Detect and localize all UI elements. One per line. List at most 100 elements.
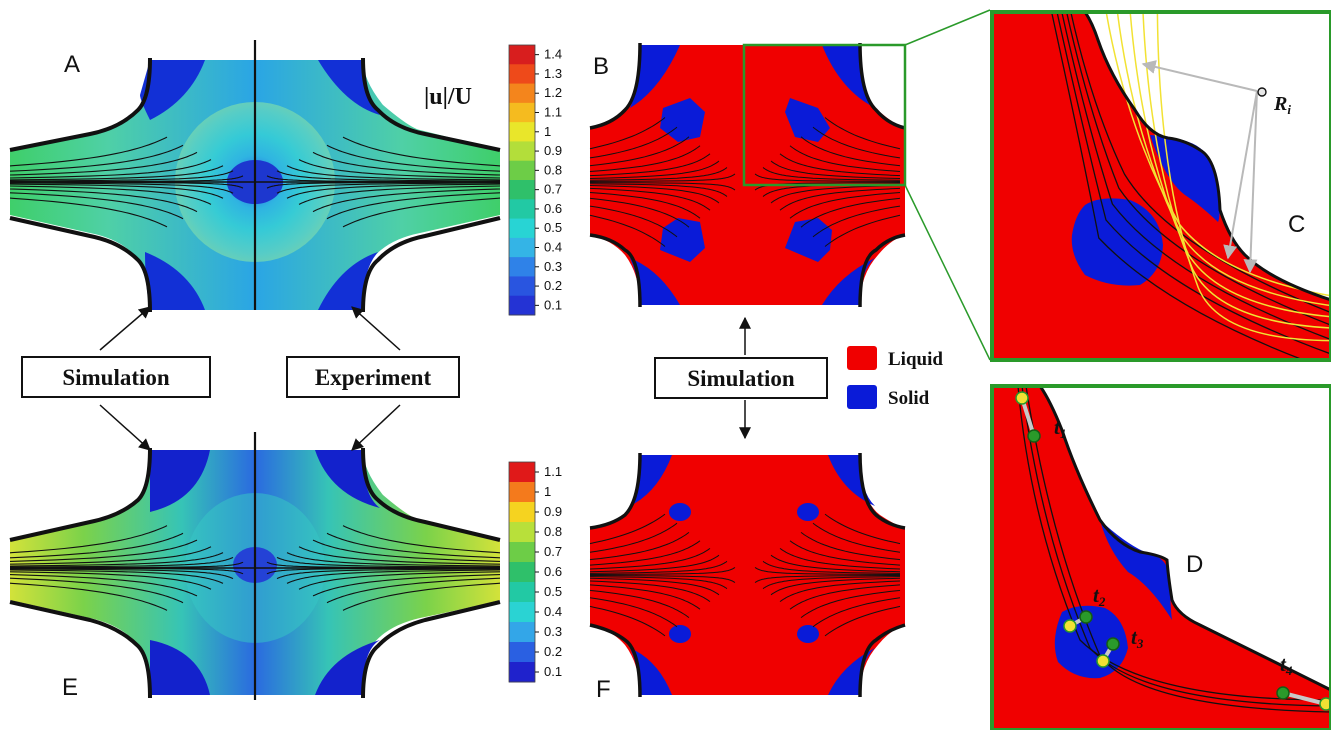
streamline [9,571,212,590]
streamline [589,153,711,177]
streamline [824,214,901,247]
panel-b-corner-tr [822,45,875,108]
streamline [789,192,901,219]
streamline [589,584,701,610]
streamline [589,214,666,247]
streamline [754,575,900,584]
panel-d-solid-wall [1100,520,1172,620]
zoom-line-top [904,9,991,46]
panel-b-solid-bl [660,218,705,262]
colorbar-top-tick-label: 0.7 [544,182,562,197]
streamline [9,532,184,559]
streamline [590,576,728,590]
streamline [1056,12,1331,355]
streamline [1017,386,1331,701]
streamline [589,160,720,179]
streamline [589,145,701,172]
streamline [276,182,500,194]
streamline [754,173,901,182]
streamline [266,567,501,575]
streamline [589,197,690,228]
colorbar-bottom-segment [509,662,535,683]
panel-e-corner-bl [150,640,210,695]
panel-b-corner-br [822,258,875,305]
streamline [589,513,666,545]
colorbar-top-segment [509,257,535,277]
panel-b-solid-br [785,218,832,262]
particle-t3-end [1106,637,1120,651]
panel-a-streamlines [9,136,501,228]
zoom-line-bottom [904,184,991,361]
particle-t1-end [1027,429,1041,443]
panel-c-streamlines [1050,12,1331,360]
colorbar-bottom-segment [509,482,535,503]
streamline [824,513,901,545]
colorbar-top-tick-label: 0.8 [544,162,562,177]
colorbar-bottom-segment [509,462,535,483]
streamline [9,136,168,167]
streamline [770,554,901,573]
streamline [326,192,501,220]
streamline [276,170,500,182]
colorbar-top-segment [509,237,535,258]
streamline [9,552,224,567]
simulation-center-box [654,357,828,399]
colorbar-top-tick-label: 1 [544,124,551,139]
colorbar-bottom-tick-label: 0.6 [544,564,562,579]
colorbar-bottom-tick-label: 0.9 [544,504,562,519]
streamline [10,568,234,580]
panel-a-corner-tl [140,60,205,120]
panel-f-streamlines [589,513,901,637]
panel-c-frame [990,10,1331,362]
streamline [9,582,168,611]
streamline [9,577,184,604]
streamline [589,589,690,619]
panel-d-particle-tracking: t1 t2 t3 t4 D [990,384,1331,730]
particle-t2-end [1079,610,1093,624]
streamline [589,173,736,182]
streamline [9,574,198,597]
streamline [9,159,212,179]
streamline [589,580,711,603]
streamline [589,531,690,561]
streamline [800,136,901,167]
colorbar-bottom-segment [509,522,535,543]
time-label-t1: t1 [1054,415,1066,441]
streamline [9,192,184,220]
streamline [312,151,501,176]
panel-f-solid-br [797,625,819,643]
colorbar-bottom-tick-label: 0.7 [544,544,562,559]
colorbar-top-tick-label: 0.6 [544,201,562,216]
arrow-sim-to-e [99,404,151,451]
particle-t3-start [1096,654,1110,668]
particle-t4-start [1276,686,1290,700]
streamline [812,205,901,238]
experiment-label: Experiment [315,365,432,390]
panel-d-wall [1038,386,1331,692]
streamline [762,560,900,574]
streamline [590,167,728,181]
streamline [590,560,728,574]
streamline [762,576,900,590]
streamline [266,175,501,183]
arrow-exp-to-e [351,404,401,451]
panel-label-f: F [596,676,611,703]
streamline [812,597,901,628]
colorbar-top-segment [509,199,535,220]
colorbar-title: |u|/U [424,84,472,110]
colorbar-top-segment [509,83,535,104]
streamline [9,175,244,183]
streamline [589,182,736,191]
streamline [762,167,900,181]
streamline [589,540,701,566]
panel-e-corner-tr [315,450,380,508]
colorbar-bottom-segment [509,642,535,663]
streamline [589,547,711,570]
colorbar-bottom-tick-label: 0.5 [544,584,562,599]
panel-c-solid-particle [1071,198,1163,286]
streamline [9,185,212,205]
legend-solid-swatch [847,385,877,409]
colorbar-top-segment [509,102,535,123]
streamline [589,187,711,211]
